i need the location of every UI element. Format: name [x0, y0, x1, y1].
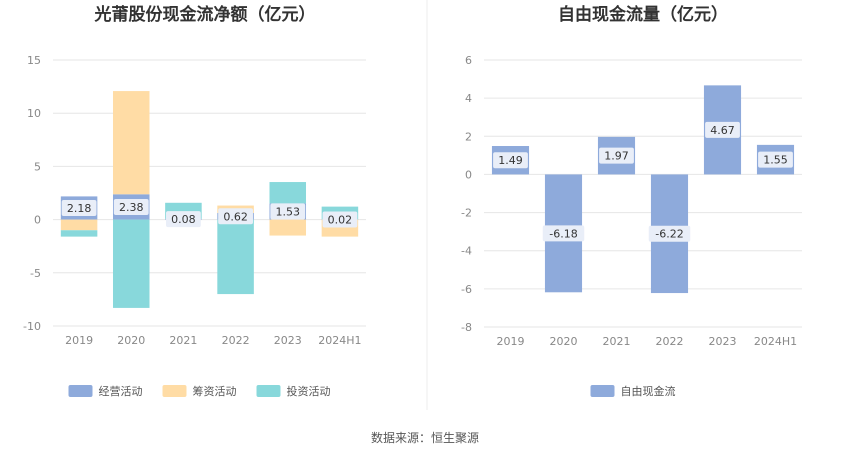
y-tick-label: 15	[27, 54, 41, 67]
legend-label-investing: 投资活动	[287, 384, 331, 398]
x-tick-label: 2019	[65, 334, 93, 347]
y-tick-label: -5	[30, 267, 41, 280]
x-tick-label: 2023	[709, 335, 737, 348]
data-label-2021: 1.97	[604, 150, 629, 163]
bar-investing-2020	[112, 219, 150, 308]
data-label-bg	[648, 225, 691, 242]
x-tick-label: 2024H1	[318, 334, 361, 347]
bar-investing-2023	[269, 182, 307, 204]
data-label-bg	[493, 152, 528, 169]
legend-label-financing: 筹资活动	[193, 384, 237, 398]
data-label-2023: 1.53	[276, 205, 301, 218]
y-tick-label: 4	[465, 92, 472, 105]
y-tick-label: -8	[461, 321, 472, 334]
legend-swatch-fcf	[590, 385, 615, 397]
data-label-bg	[218, 208, 253, 225]
legend-label-fcf: 自由现金流	[621, 384, 676, 398]
legend-swatch-operating	[68, 385, 93, 397]
right-chart: 6 4 2 0 -2 -4 -6 -8 2019 2020 2021 2022 2023 2024H1 1.…	[461, 54, 802, 398]
bar-investing-2022	[217, 219, 254, 295]
y-tick-label: -6	[461, 283, 472, 296]
bar-financing-2019	[60, 219, 98, 231]
x-tick-label: 2021	[169, 334, 197, 347]
x-tick-label: 2022	[222, 334, 250, 347]
left-chart: 15 10 5 0 -5 -10 2019 2020 2021 2022 2023 2024H1 2.1…	[23, 54, 366, 398]
data-label-bg	[166, 211, 201, 228]
bar-financing-2020	[112, 91, 150, 195]
data-label-2020: 2.38	[119, 201, 144, 214]
y-tick-label: 5	[34, 160, 41, 173]
legend-swatch-financing	[162, 385, 187, 397]
data-label-2020: -6.18	[549, 227, 577, 240]
data-label-bg	[599, 147, 634, 164]
data-label-2024H1: 1.55	[763, 154, 788, 167]
data-label-2019: 2.18	[67, 202, 92, 215]
data-label-bg	[113, 198, 149, 215]
data-label-bg	[542, 225, 585, 242]
y-tick-label: 10	[27, 107, 41, 120]
y-tick-label: -4	[461, 245, 472, 258]
x-tick-label: 2024H1	[754, 335, 797, 348]
right-chart-title: 自由现金流量（亿元）	[558, 4, 728, 25]
bar-financing-2023	[269, 219, 307, 236]
data-label-bg	[270, 203, 306, 220]
legend-label-operating: 经营活动	[99, 384, 143, 398]
data-label-2022: -6.22	[655, 228, 683, 241]
legend-swatch-investing	[256, 385, 281, 397]
y-tick-label: 6	[465, 54, 472, 67]
data-label-2023: 4.67	[710, 124, 735, 137]
data-label-2024H1: 0.02	[328, 213, 353, 226]
data-label-2019: 1.49	[498, 154, 523, 167]
bar-investing-2019	[60, 230, 98, 237]
x-tick-label: 2023	[274, 334, 302, 347]
data-label-2022: 0.62	[223, 210, 248, 223]
data-label-bg	[705, 121, 740, 138]
source-label: 数据来源：恒生聚源	[371, 430, 479, 445]
y-tick-label: 0	[465, 168, 472, 181]
x-tick-label: 2021	[603, 335, 631, 348]
data-label-bg	[758, 151, 793, 168]
y-tick-label: -10	[23, 320, 41, 333]
y-tick-label: 0	[34, 214, 41, 227]
y-tick-label: -2	[461, 207, 472, 220]
x-tick-label: 2020	[550, 335, 578, 348]
data-label-2021: 0.08	[171, 213, 196, 226]
y-tick-label: 2	[465, 130, 472, 143]
left-chart-title: 光莆股份现金流净额（亿元）	[94, 4, 316, 25]
data-label-bg	[61, 200, 97, 217]
x-tick-label: 2022	[656, 335, 684, 348]
x-tick-label: 2019	[497, 335, 525, 348]
data-label-bg	[322, 211, 358, 228]
x-tick-label: 2020	[117, 334, 145, 347]
